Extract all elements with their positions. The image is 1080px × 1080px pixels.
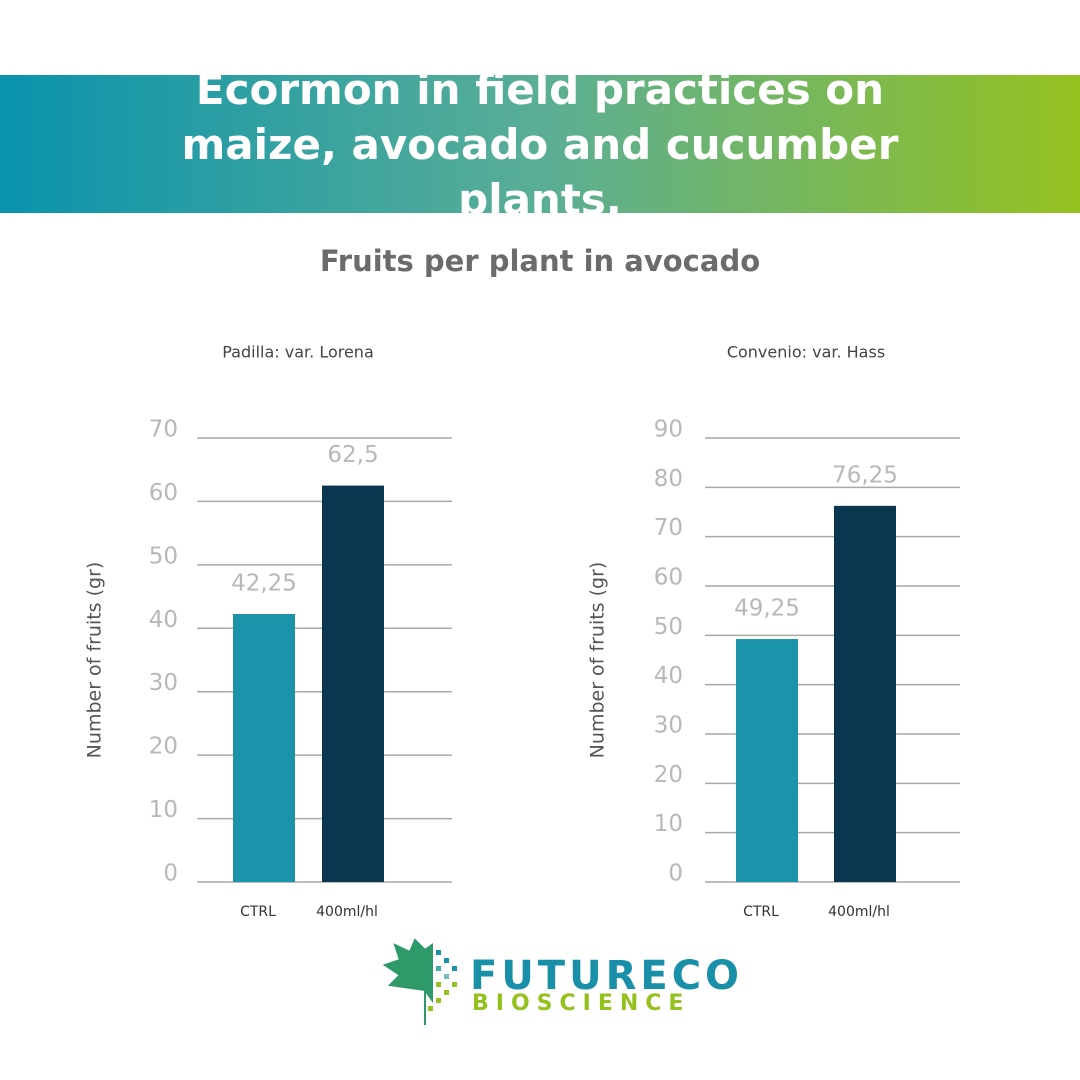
chart-title: Convenio: var. Hass (727, 343, 885, 362)
y-tick-label: 0 (163, 861, 178, 887)
value-label: 42,25 (231, 571, 297, 597)
y-tick-label: 0 (668, 861, 683, 887)
value-label: 62,5 (327, 442, 378, 468)
y-tick-label: 50 (149, 543, 178, 569)
y-axis-label: Number of fruits (gr) (84, 562, 106, 759)
logo-icon (382, 938, 457, 1025)
y-tick-label: 30 (149, 670, 178, 696)
x-tick-label: 400ml/hl (828, 904, 890, 920)
y-tick-label: 20 (654, 762, 683, 788)
y-axis-label: Number of fruits (gr) (587, 562, 609, 759)
y-tick-label: 60 (149, 480, 178, 506)
header-band: Ecormon in field practices on maize, avo… (0, 65, 1080, 224)
x-tick-label: 400ml/hl (316, 904, 378, 920)
subtitle: Fruits per plant in avocado (319, 244, 761, 278)
bar (322, 485, 384, 882)
bar (233, 614, 295, 882)
x-tick-label: CTRL (743, 904, 779, 920)
y-tick-label: 10 (149, 797, 178, 823)
y-tick-label: 80 (654, 466, 683, 492)
y-tick-label: 20 (149, 734, 178, 760)
bar (736, 639, 798, 882)
chart-title: Padilla: var. Lorena (222, 343, 374, 362)
y-tick-label: 90 (654, 417, 683, 443)
logo-text: BIOSCIENCE (472, 991, 691, 1016)
value-label: 76,25 (832, 462, 898, 488)
y-tick-label: 40 (654, 663, 683, 689)
y-tick-label: 50 (654, 614, 683, 640)
logo-text: FUTURECO (470, 953, 744, 999)
y-tick-label: 30 (654, 713, 683, 739)
header-title: Ecormon in field practices on maize, avo… (181, 64, 899, 224)
x-tick-label: CTRL (240, 904, 276, 920)
y-tick-label: 70 (149, 417, 178, 443)
value-label: 49,25 (734, 596, 800, 622)
y-tick-label: 10 (654, 811, 683, 837)
bar (834, 505, 896, 882)
y-tick-label: 70 (654, 515, 683, 541)
y-tick-label: 40 (149, 607, 178, 633)
y-tick-label: 60 (654, 565, 683, 591)
